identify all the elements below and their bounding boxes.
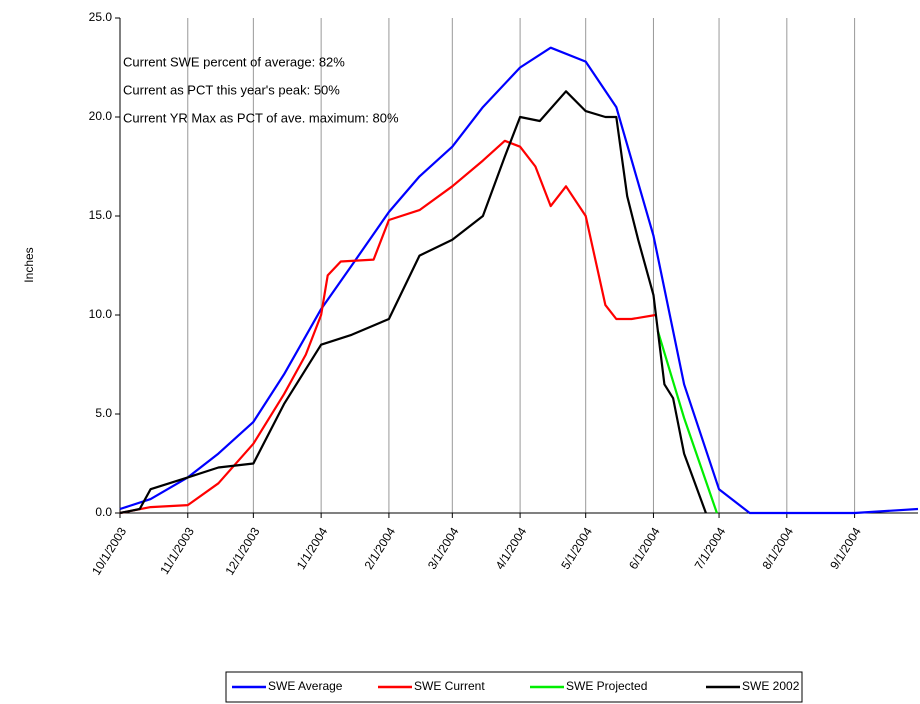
legend-label: SWE Projected xyxy=(566,679,647,693)
x-tick-label: 9/1/2004 xyxy=(827,525,864,572)
x-tick-label: 10/1/2003 xyxy=(89,525,129,578)
y-tick-label: 15.0 xyxy=(89,208,113,222)
legend-label: SWE Current xyxy=(414,679,485,693)
x-tick-label: 12/1/2003 xyxy=(222,525,262,578)
x-tick-label: 2/1/2004 xyxy=(362,525,399,572)
annotation: Current as PCT this year's peak: 50% xyxy=(123,82,340,97)
x-tick-label: 3/1/2004 xyxy=(425,525,462,572)
y-tick-label: 0.0 xyxy=(95,505,112,519)
series-line xyxy=(119,90,707,515)
legend-label: SWE Average xyxy=(268,679,343,693)
x-tick-label: 8/1/2004 xyxy=(759,525,796,572)
x-tick-label: 6/1/2004 xyxy=(626,525,663,572)
annotation: Current SWE percent of average: 82% xyxy=(123,54,345,69)
x-tick-label: 7/1/2004 xyxy=(692,525,729,572)
y-tick-label: 25.0 xyxy=(89,10,113,24)
legend-label: SWE 2002 xyxy=(742,679,800,693)
legend: SWE Average SWE Current SWE Projected SWE 2… xyxy=(225,671,803,703)
x-tick-label: 11/1/2003 xyxy=(157,525,197,577)
y-tick-label: 5.0 xyxy=(95,406,112,420)
series-line xyxy=(119,139,656,515)
y-tick-label: 20.0 xyxy=(89,109,113,123)
annotation: Current YR Max as PCT of ave. maximum: 8… xyxy=(123,110,399,125)
y-tick-label: 10.0 xyxy=(89,307,113,321)
x-tick-label: 1/1/2004 xyxy=(294,525,331,572)
series-line xyxy=(119,46,919,515)
x-tick-label: 5/1/2004 xyxy=(558,525,595,572)
series-line xyxy=(656,330,718,514)
x-tick-label: 4/1/2004 xyxy=(493,525,530,572)
y-axis-label: Inches xyxy=(22,247,36,282)
